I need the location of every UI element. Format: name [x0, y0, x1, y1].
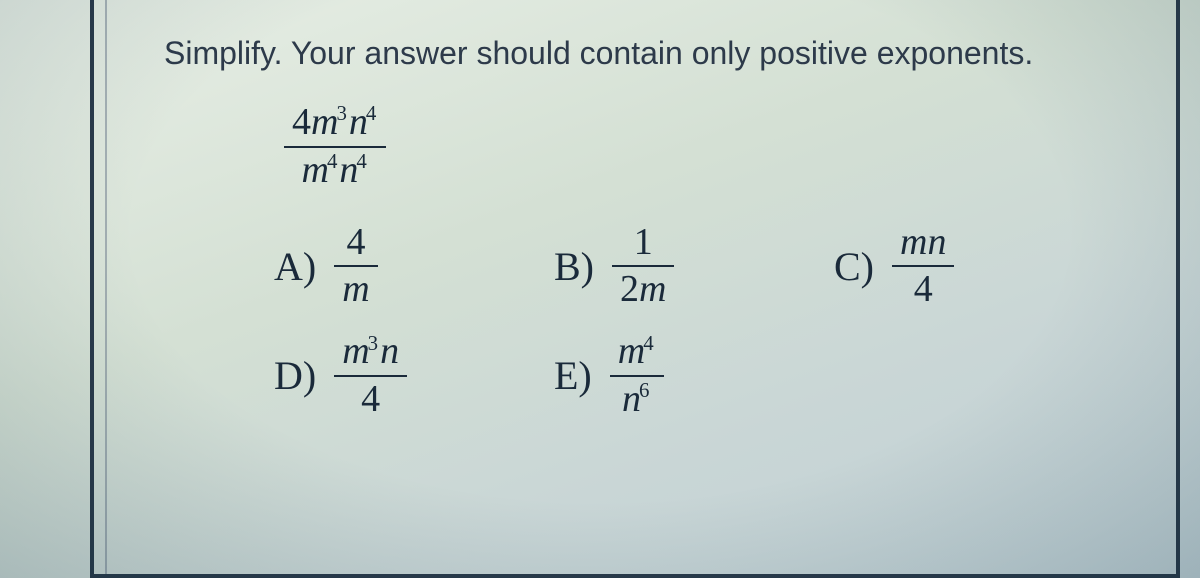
option-e-num: m4 [610, 331, 664, 377]
worksheet-frame: Simplify. Your answer should contain onl… [90, 0, 1180, 578]
option-b-label: B) [554, 243, 594, 290]
option-b-num: 1 [612, 222, 674, 268]
answer-grid: A) 4 m B) 1 2m C) mn 4 D) m3n 4 [274, 222, 1136, 421]
option-c[interactable]: C) mn 4 [834, 222, 1114, 312]
num-n-exp: 4 [366, 101, 376, 125]
option-a[interactable]: A) 4 m [274, 222, 554, 312]
option-c-label: C) [834, 243, 874, 290]
num-coef: 4 [292, 101, 311, 143]
option-a-den: m [334, 267, 377, 311]
option-c-num: mn [892, 222, 954, 268]
problem-fraction: 4m3n4 m4n4 [284, 102, 386, 192]
option-c-den: 4 [892, 267, 954, 311]
option-e-label: E) [554, 352, 592, 399]
option-b-fraction: 1 2m [612, 222, 674, 312]
option-d-num: m3n [334, 331, 407, 377]
option-b[interactable]: B) 1 2m [554, 222, 834, 312]
option-d-label: D) [274, 352, 316, 399]
problem-expression: 4m3n4 m4n4 [284, 102, 1136, 192]
option-d-fraction: m3n 4 [334, 331, 407, 421]
option-a-num: 4 [334, 222, 377, 268]
option-a-label: A) [274, 243, 316, 290]
num-m-exp: 3 [336, 101, 346, 125]
option-e[interactable]: E) m4 n6 [554, 331, 834, 421]
den-n-exp: 4 [356, 149, 366, 173]
option-e-den: n6 [610, 377, 664, 421]
option-b-den: 2m [612, 267, 674, 311]
den-m-exp: 4 [327, 149, 337, 173]
problem-denominator: m4n4 [284, 148, 386, 192]
problem-numerator: 4m3n4 [284, 102, 386, 148]
instruction-text: Simplify. Your answer should contain onl… [164, 35, 1136, 72]
option-d-den: 4 [334, 377, 407, 421]
option-d[interactable]: D) m3n 4 [274, 331, 554, 421]
option-a-fraction: 4 m [334, 222, 377, 312]
option-e-fraction: m4 n6 [610, 331, 664, 421]
option-c-fraction: mn 4 [892, 222, 954, 312]
